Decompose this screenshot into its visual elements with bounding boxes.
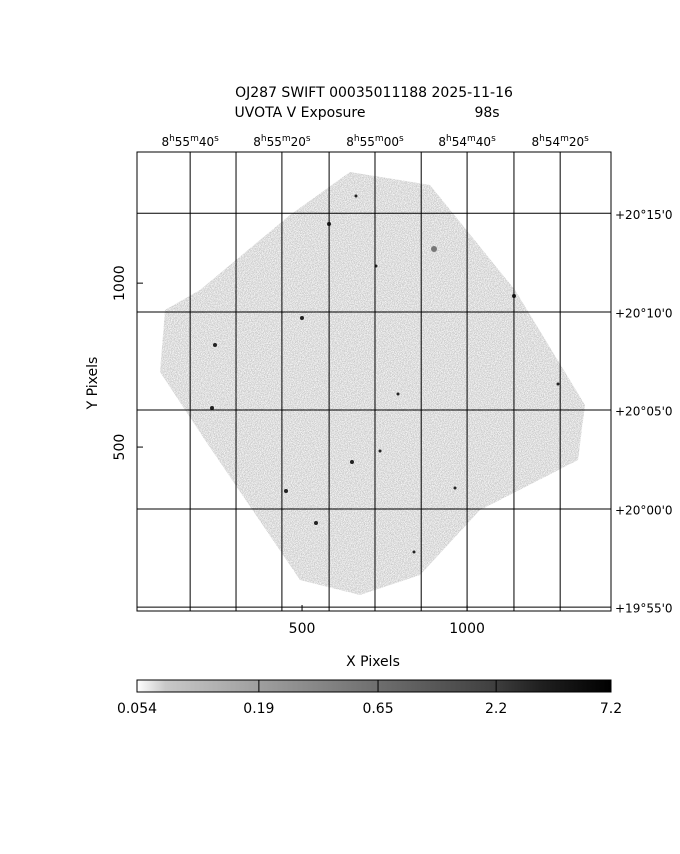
ra-tick-label: 8h55m00s bbox=[346, 134, 404, 148]
dec-tick-label: +19°55'0 bbox=[615, 602, 673, 616]
ra-tick-label: 8h55m20s bbox=[253, 134, 311, 148]
ra-tick-label: 8h55m40s bbox=[161, 134, 219, 148]
dec-tick-label: +20°00'0 bbox=[615, 504, 673, 518]
source bbox=[412, 550, 416, 554]
dec-tick-label: +20°05'0 bbox=[615, 405, 673, 419]
y-axis-label: Y Pixels bbox=[85, 357, 101, 411]
source bbox=[350, 460, 354, 464]
exposure: 98s bbox=[474, 105, 499, 121]
plot-frame bbox=[136, 151, 612, 612]
source bbox=[378, 449, 382, 453]
sky-image bbox=[160, 172, 585, 595]
dec-tick-label: +20°10'0 bbox=[615, 306, 673, 320]
x-axis-label: X Pixels bbox=[346, 654, 400, 670]
ra-tick-label: 8h54m20s bbox=[531, 134, 589, 148]
source bbox=[213, 343, 217, 347]
source bbox=[354, 194, 358, 198]
source bbox=[314, 521, 318, 525]
source bbox=[556, 382, 560, 386]
colorbar bbox=[136, 679, 612, 693]
y-tick-label: 500 bbox=[112, 434, 128, 461]
y-tick-label: 1000 bbox=[112, 265, 128, 301]
source bbox=[431, 246, 437, 252]
ra-tick-label: 8h54m40s bbox=[438, 134, 496, 148]
colorbar-tick-label: 0.054 bbox=[117, 701, 157, 717]
colorbar-tick-label: 0.65 bbox=[362, 701, 393, 717]
x-tick-label: 500 bbox=[289, 621, 316, 637]
colorbar-tick-label: 7.2 bbox=[600, 701, 622, 717]
colorbar-tick-label: 0.19 bbox=[243, 701, 274, 717]
source bbox=[453, 486, 457, 490]
x-tick-label: 1000 bbox=[449, 621, 485, 637]
chart-title: OJ287 SWIFT 00035011188 2025-11-16 bbox=[235, 85, 513, 101]
sources bbox=[210, 194, 560, 554]
source bbox=[284, 489, 288, 493]
chart-subtitle: UVOTA V Exposure bbox=[235, 105, 366, 121]
dec-tick-label: +20°15'0 bbox=[615, 208, 673, 222]
source bbox=[396, 392, 400, 396]
source bbox=[210, 406, 214, 410]
colorbar-tick-label: 2.2 bbox=[485, 701, 507, 717]
source bbox=[300, 316, 304, 320]
